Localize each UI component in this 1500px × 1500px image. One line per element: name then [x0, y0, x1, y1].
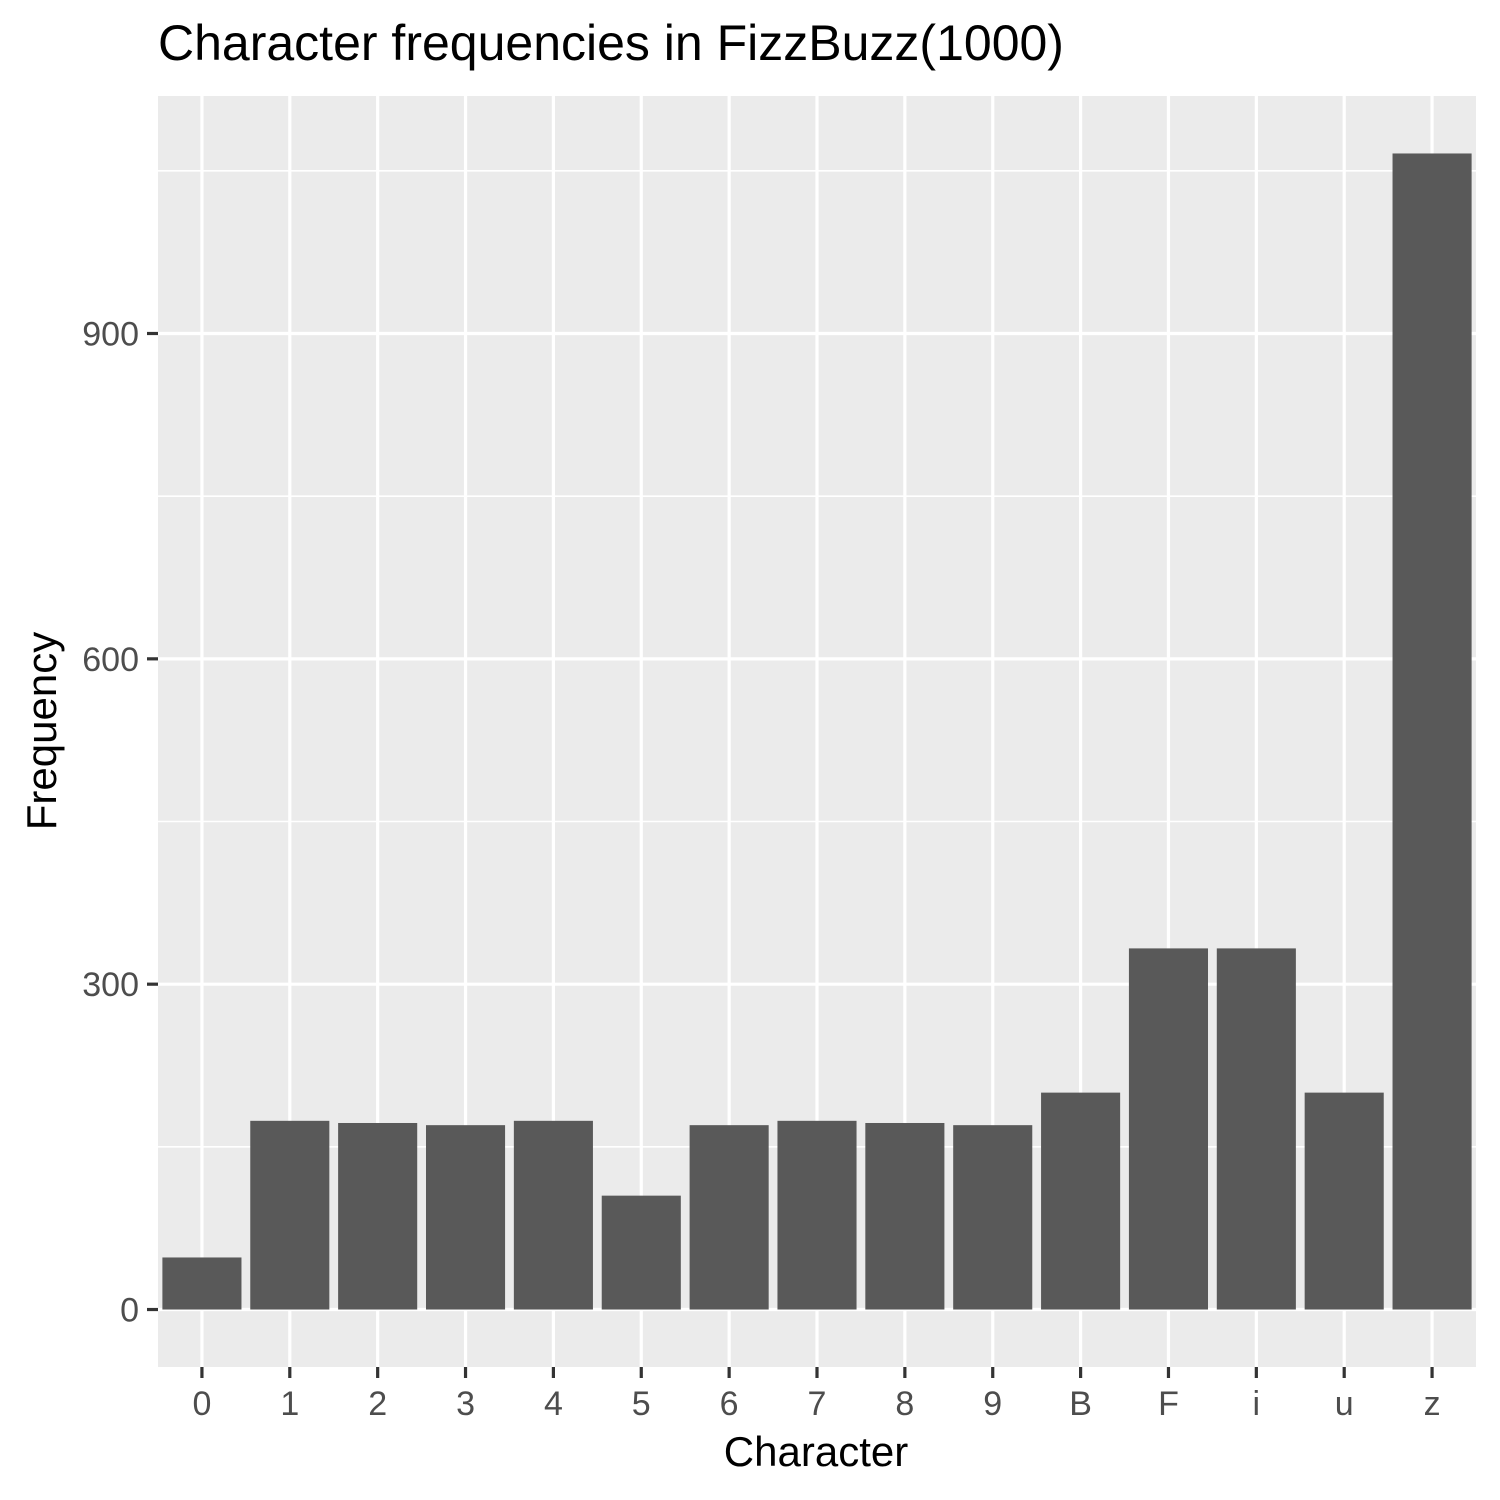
x-tick-label: B: [1069, 1385, 1092, 1423]
x-tick-label: u: [1335, 1385, 1354, 1423]
x-tick-label: 4: [544, 1385, 563, 1423]
bar-B: [1041, 1092, 1121, 1310]
bars: [162, 153, 1472, 1310]
bar-6: [689, 1125, 769, 1310]
x-tick-label: 5: [632, 1385, 651, 1423]
bar-i: [1216, 948, 1296, 1310]
y-axis: 0 300 600 900: [82, 315, 158, 1330]
y-tick-label: 0: [120, 1292, 139, 1330]
bar-3: [425, 1125, 506, 1310]
bar-1: [250, 1120, 330, 1310]
x-tick-label: 0: [192, 1385, 211, 1423]
x-tick-label: 1: [280, 1385, 299, 1423]
bar-4: [513, 1120, 593, 1310]
bar-u: [1304, 1092, 1384, 1310]
x-tick-label: 8: [895, 1385, 914, 1423]
x-axis-title: Character: [724, 1428, 908, 1475]
x-tick-label: 7: [808, 1385, 827, 1423]
chart-title: Character frequencies in FizzBuzz(1000): [158, 15, 1064, 71]
bar-2: [338, 1122, 418, 1310]
x-tick-label: F: [1158, 1385, 1179, 1423]
x-tick-label: 9: [983, 1385, 1002, 1423]
bar-0: [162, 1257, 242, 1310]
bar-7: [777, 1120, 857, 1310]
x-tick-label: 6: [720, 1385, 739, 1423]
bar-5: [601, 1195, 681, 1310]
y-axis-title: Frequency: [18, 632, 65, 830]
x-tick-label: 3: [456, 1385, 475, 1423]
bar-8: [865, 1122, 945, 1310]
x-tick-label: i: [1253, 1385, 1261, 1423]
bar-9: [953, 1125, 1033, 1310]
bar-z: [1392, 153, 1472, 1310]
y-tick-label: 300: [82, 966, 139, 1004]
bar-F: [1128, 948, 1209, 1310]
y-tick-label: 600: [82, 641, 139, 679]
y-tick-label: 900: [82, 315, 139, 353]
x-tick-label: 2: [368, 1385, 387, 1423]
x-tick-label: z: [1424, 1385, 1441, 1423]
